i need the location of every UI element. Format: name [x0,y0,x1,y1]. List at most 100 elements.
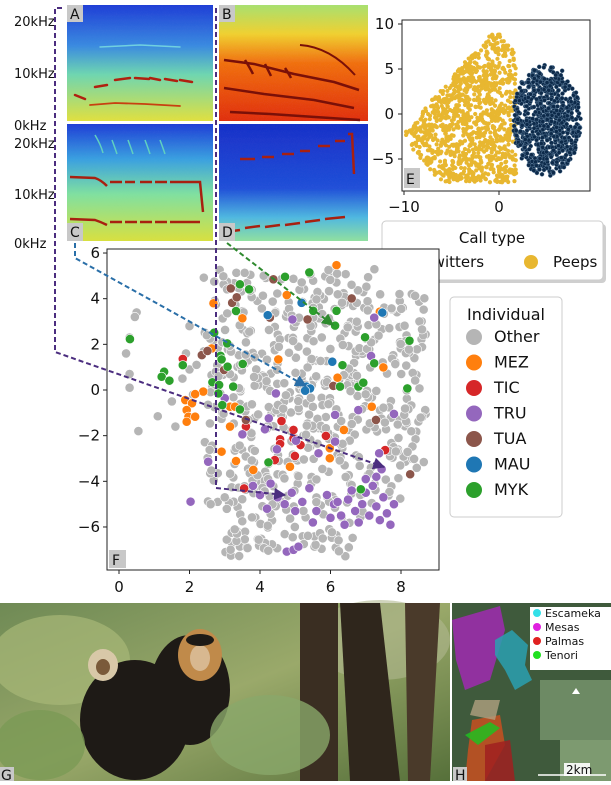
point-other [316,332,327,343]
point-peeps [446,115,451,120]
point-twitters [526,162,532,168]
point-peeps [476,89,481,94]
point-other [242,543,253,553]
point-other [395,460,406,471]
point-mez [285,461,295,472]
point-mez [181,416,192,427]
spectrogram-b: B [219,5,368,122]
point-other [373,330,384,341]
point-peeps [489,115,494,120]
point-twitters [545,124,551,130]
point-other [340,472,351,482]
point-peeps [500,118,505,123]
point-twitters [544,149,549,155]
freq-label: 0kHz [14,119,47,134]
point-twitters [541,87,547,93]
point-tru [263,413,274,424]
point-other [334,455,345,466]
point-twitters [538,141,544,146]
point-peeps [464,89,469,95]
y-tick-label: 2 [90,335,100,353]
point-twitters [532,67,537,73]
point-myk [369,358,380,369]
point-peeps [453,83,458,88]
point-peeps [458,116,463,121]
point-peeps [444,135,449,140]
point-peeps [450,163,455,168]
legend-title: Call type [459,229,525,247]
point-other [220,325,230,335]
point-mau [377,307,388,318]
point-twitters [533,109,538,115]
point-peeps [460,141,465,146]
point-other [244,326,255,337]
point-peeps [422,143,427,148]
legend-label-tic: TIC [493,378,520,397]
point-peeps [469,131,475,136]
point-other [334,546,344,557]
point-peeps [454,94,459,100]
point-other [384,486,395,497]
point-other [229,524,240,535]
x-tick-label: −10 [388,198,420,216]
point-other [221,534,232,545]
point-peeps [493,46,498,51]
point-peeps [446,127,452,132]
point-twitters [541,167,547,173]
point-peeps [502,178,507,183]
point-other [323,265,334,275]
point-other [340,551,351,562]
point-peeps [474,130,479,136]
point-other [395,493,406,504]
point-tru [297,496,308,507]
point-peeps [443,179,448,184]
point-twitters [546,87,552,93]
point-twitters [517,98,522,103]
point-peeps [464,81,469,86]
point-other [404,344,414,355]
point-twitters [535,131,541,137]
point-peeps [499,101,504,106]
point-peeps [499,39,504,44]
point-peeps [453,79,458,84]
point-peeps [504,89,509,94]
point-other [198,272,209,283]
point-twitters [556,117,562,123]
point-peeps [505,134,511,139]
point-peeps [503,169,508,175]
point-peeps [488,135,493,140]
point-peeps [483,76,488,81]
legend-title: Individual [467,305,545,324]
point-twitters [552,98,557,104]
point-other [261,376,272,387]
point-tua [231,292,242,303]
point-peeps [470,147,475,152]
point-twitters [551,104,556,109]
point-peeps [488,101,493,107]
point-peeps [447,144,452,149]
point-other [361,281,372,292]
point-peeps [470,79,475,85]
point-other [418,457,429,467]
connector-lines [54,7,386,500]
point-twitters [524,151,530,156]
point-peeps [504,174,509,179]
point-peeps [410,141,415,147]
point-twitters [526,84,532,89]
point-other [264,325,274,335]
point-other [301,429,311,440]
point-mez [190,411,201,422]
point-peeps [484,111,489,116]
point-peeps [443,170,448,175]
point-other [360,389,371,400]
point-other [191,359,202,370]
point-peeps [476,104,481,109]
point-peeps [473,104,478,109]
point-other [337,340,348,350]
point-other [231,267,242,278]
point-tua [371,415,381,425]
point-peeps [462,166,467,171]
point-peeps [467,70,472,75]
point-peeps [492,87,498,92]
point-peeps [508,117,513,123]
